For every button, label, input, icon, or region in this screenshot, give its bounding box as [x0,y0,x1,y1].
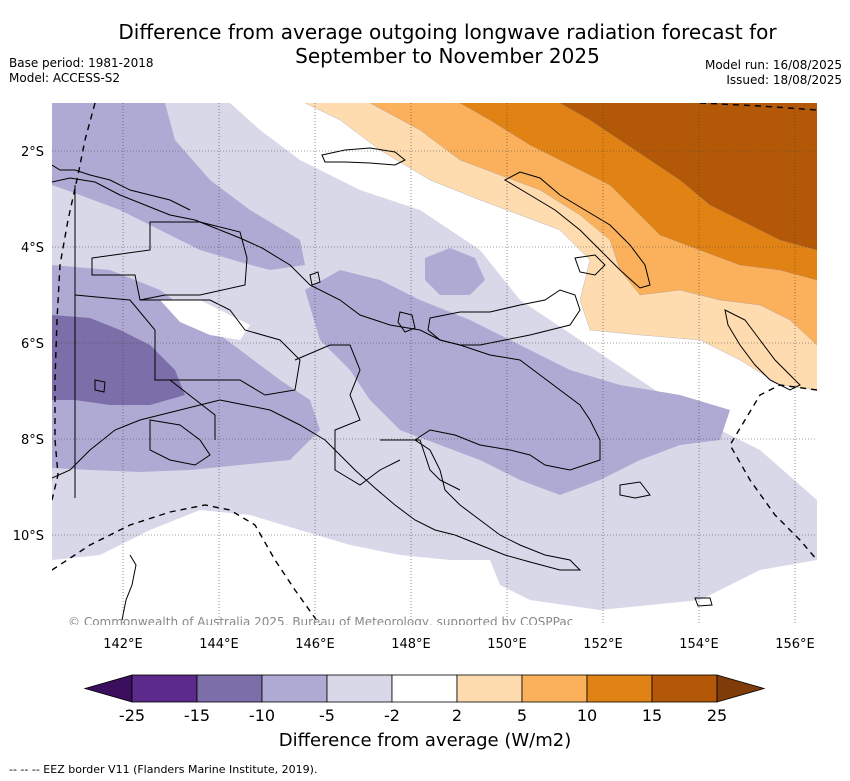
colorbar-tick-label: -10 [249,706,275,725]
lon-label: 142°E [103,637,143,652]
lon-labels: 142°E 144°E 146°E 148°E 150°E 152°E 154°… [103,637,815,652]
colorbar-extend-high [716,674,766,703]
band-minus10-minus5-island [425,248,485,295]
model-name: Model: ACCESS-S2 [9,71,121,85]
lat-label: 4°S [21,241,44,256]
colorbar-tick-label: -5 [319,706,335,725]
band-minus10-minus5-nw [52,103,305,270]
lon-label: 150°E [487,637,527,652]
lat-label: 10°S [13,529,44,544]
colorbar-swatch [261,674,328,703]
colorbar-tick-label: 5 [517,706,527,725]
base-period: Base period: 1981-2018 [9,56,154,70]
lat-label: 8°S [21,433,44,448]
meta-left: Base period: 1981-2018 Model: ACCESS-S2 [9,56,154,86]
band-minus10-minus5-sw [52,265,320,472]
colorbar-tick-label: -2 [384,706,400,725]
chart-title: Difference from average outgoing longwav… [118,20,777,68]
colorbar-swatch [196,674,263,703]
colorbar-swatch [586,674,653,703]
colorbar-tick-label: -15 [184,706,210,725]
band-15-25 [560,103,817,250]
band-neutral-inland [160,300,250,340]
colorbar-swatch [651,674,718,703]
gridlines [52,103,817,625]
copyright-notice: © Commonwealth of Australia 2025, Bureau… [68,615,573,629]
colorbar-swatch [456,674,523,703]
lon-label: 156°E [775,637,815,652]
colorbar-extend-low [83,674,133,703]
meta-right: Model run: 16/08/2025 Issued: 18/08/2025 [705,58,842,88]
lat-labels: 2°S 4°S 6°S 8°S 10°S [13,145,44,544]
coastlines [52,147,801,621]
band-minus15-minus10 [52,315,185,405]
colorbar-tick-label: 2 [452,706,462,725]
colorbar-tick-label: 10 [577,706,597,725]
colorbar-swatch [326,674,393,703]
lon-label: 148°E [391,637,431,652]
band-minus10-minus5-central [305,270,730,495]
band-neutral-south [52,510,817,625]
anomaly-field: © Commonwealth of Australia 2025, Bureau… [52,103,817,629]
issued-date: Issued: 18/08/2025 [726,73,842,87]
eez-footnote: -- -- -- EEZ border V11 (Flanders Marine… [9,763,318,776]
lon-label: 154°E [679,637,719,652]
colorbar-swatch [521,674,588,703]
colorbar: -25 -15 -10 -5 -2 2 5 10 15 25 [83,674,766,725]
colorbar-swatch [131,674,198,703]
lat-label: 2°S [21,145,44,160]
colorbar-tick-label: -25 [119,706,145,725]
colorbar-title: Difference from average (W/m2) [278,730,572,751]
lat-label: 6°S [21,337,44,352]
lon-label: 152°E [583,637,623,652]
colorbar-tick-label: 15 [642,706,662,725]
lon-label: 144°E [199,637,239,652]
model-run: Model run: 16/08/2025 [704,58,842,72]
colorbar-tick-label: 25 [707,706,727,725]
colorbar-swatch [391,674,458,703]
lon-label: 146°E [295,637,335,652]
contour-lines [304,103,817,391]
